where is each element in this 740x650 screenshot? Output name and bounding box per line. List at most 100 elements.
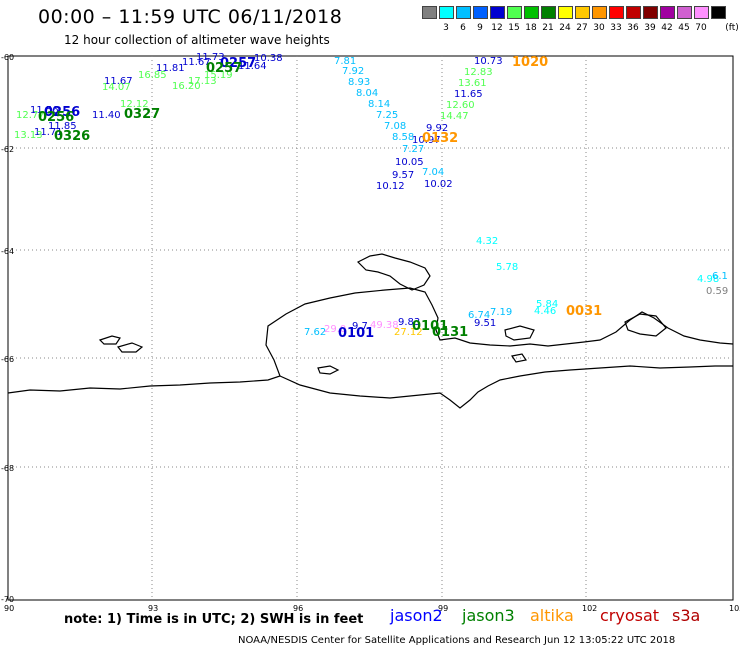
- wave-height-label: 10.38: [254, 53, 283, 64]
- wave-height-label: 10.12: [376, 181, 405, 192]
- island-east: [624, 313, 667, 337]
- wave-height-label: 7.19: [490, 307, 513, 318]
- wave-height-label: 7.25: [376, 110, 399, 121]
- wave-height-label: 9.7: [352, 321, 368, 332]
- legend-label: 12: [491, 23, 503, 33]
- pass-time-label: 1020: [512, 55, 549, 70]
- wave-height-label: 5.78: [496, 262, 519, 273]
- latitude-label: -62: [1, 145, 14, 154]
- latitude-label: -70: [1, 595, 14, 604]
- wave-height-label: 11.67: [104, 76, 133, 87]
- pass-time-label: 0257: [206, 61, 243, 76]
- wave-height-label: 12.12: [120, 99, 149, 110]
- wave-height-label: 14.07: [102, 82, 131, 93]
- legend-swatch: [660, 6, 675, 19]
- legend-label: 33: [610, 23, 622, 33]
- pass-time-label: 0101: [338, 326, 375, 341]
- legend-swatch: [524, 6, 539, 19]
- wave-height-label: 11.67: [182, 57, 211, 68]
- island-south: [511, 353, 527, 363]
- wave-height-label: 9.92: [426, 123, 449, 134]
- wave-height-label: 17.13: [188, 76, 217, 87]
- wave-height-label: 14.47: [440, 111, 469, 122]
- pass-time-label: 0327: [124, 107, 161, 122]
- pass-time-label: 0256: [44, 105, 81, 120]
- legend-swatch: [575, 6, 590, 19]
- legend-swatch: [422, 6, 437, 19]
- wave-height-label: 7.62: [304, 327, 327, 338]
- wave-height-label: 4.32: [476, 236, 499, 247]
- legend-label: 39: [644, 23, 656, 33]
- legend-swatch: [711, 6, 726, 19]
- legend-label: 24: [559, 23, 571, 33]
- wave-height-label: 8.04: [356, 88, 379, 99]
- legend-label: 21: [542, 23, 554, 33]
- legend-label: 18: [525, 23, 537, 33]
- legend-label: 6: [460, 23, 466, 33]
- longitude-label: 99: [438, 604, 448, 613]
- longitude-label: 93: [148, 604, 158, 613]
- pass-time-label: 0257: [220, 56, 257, 71]
- legend-label: 45: [678, 23, 690, 33]
- wave-height-label: 8.93: [348, 77, 371, 88]
- wave-height-label: 11.56: [30, 105, 59, 116]
- longitude-label: 105: [729, 604, 740, 613]
- pass-time-label: 0031: [566, 304, 603, 319]
- wave-height-label: 4.46: [534, 306, 557, 317]
- latitude-label: -66: [1, 355, 14, 364]
- legend-swatch: [473, 6, 488, 19]
- island-west-2: [116, 342, 144, 353]
- wave-height-label: 4.98: [697, 274, 720, 285]
- wave-height-label: 49.38: [370, 320, 399, 331]
- wave-height-label: 15.19: [204, 70, 233, 81]
- legend-label: 30: [593, 23, 605, 33]
- legend-label: 15: [508, 23, 520, 33]
- wave-height-label: 9.83: [398, 317, 421, 328]
- legend-swatch: [609, 6, 624, 19]
- legend-swatch: [507, 6, 522, 19]
- legend-unit: (ft): [725, 23, 739, 33]
- legend-label: 70: [695, 23, 707, 33]
- pass-time-label: 0131: [432, 325, 469, 340]
- legend-swatch: [643, 6, 658, 19]
- latitude-label: -60: [1, 53, 14, 62]
- satellite-cryosat: cryosat: [600, 606, 660, 625]
- map-frame: [7, 55, 734, 601]
- wave-height-label: 7.92: [342, 66, 365, 77]
- wave-height-label: 10.02: [424, 179, 453, 190]
- wave-height-label: 11.81: [156, 63, 185, 74]
- legend-swatch: [677, 6, 692, 19]
- latitude-label: -64: [1, 247, 14, 256]
- legend-swatch: [558, 6, 573, 19]
- iceberg-north: [356, 253, 431, 291]
- wave-height-label: 12.77: [16, 110, 45, 121]
- wave-height-label: 8.58: [392, 132, 415, 143]
- wave-height-label: 10.05: [395, 157, 424, 168]
- wave-height-label: 13.61: [458, 78, 487, 89]
- wave-height-label: 6.74: [468, 310, 491, 321]
- legend-swatch: [626, 6, 641, 19]
- wave-height-label: 9.57: [392, 170, 415, 181]
- wave-height-label: 7.27: [402, 144, 425, 155]
- legend-label: 36: [627, 23, 639, 33]
- coastline-shelf: [279, 365, 733, 409]
- pass-time-label: 0132: [422, 131, 459, 146]
- wave-height-label: 13.13: [14, 130, 43, 141]
- wave-height-label: 16.85: [138, 70, 167, 81]
- wave-height-label: 12.60: [446, 100, 475, 111]
- wave-height-label: 7.08: [384, 121, 407, 132]
- wave-height-label: 27.12: [394, 327, 423, 338]
- satellite-s3a: s3a: [672, 606, 701, 625]
- pass-time-label: 0326: [54, 129, 91, 144]
- longitude-label: 96: [293, 604, 303, 613]
- legend-swatch: [592, 6, 607, 19]
- wave-height-label: 5.84: [536, 299, 559, 310]
- satellite-jason2: jason2: [390, 606, 443, 625]
- wave-height-label: 11.73: [196, 52, 225, 63]
- island-mid: [317, 365, 340, 375]
- longitude-label: 102: [582, 604, 597, 613]
- pass-time-label: 0101: [412, 319, 449, 334]
- wave-height-label: 7.04: [422, 167, 445, 178]
